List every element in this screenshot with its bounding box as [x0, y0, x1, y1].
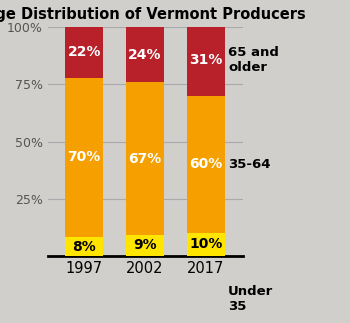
Bar	[65, 78, 103, 237]
Bar	[65, 27, 103, 78]
Bar	[65, 237, 103, 256]
Title: Age Distribution of Vermont Producers: Age Distribution of Vermont Producers	[0, 7, 306, 22]
Text: 60%: 60%	[189, 157, 223, 171]
Text: 24%: 24%	[128, 48, 162, 62]
Text: 22%: 22%	[68, 46, 101, 59]
Text: 65 and
older: 65 and older	[228, 47, 279, 74]
Text: 67%: 67%	[128, 151, 162, 166]
Bar	[126, 235, 164, 256]
Text: 70%: 70%	[68, 151, 101, 164]
Bar	[187, 25, 225, 96]
Text: 10%: 10%	[189, 237, 223, 251]
Text: 35-64: 35-64	[228, 158, 271, 171]
Bar	[126, 82, 164, 235]
Text: Under
35: Under 35	[228, 286, 273, 313]
Bar	[126, 27, 164, 82]
Text: 9%: 9%	[133, 238, 157, 253]
Text: 31%: 31%	[189, 53, 223, 68]
Text: 8%: 8%	[72, 240, 96, 254]
Bar	[187, 233, 225, 256]
Bar	[187, 96, 225, 233]
